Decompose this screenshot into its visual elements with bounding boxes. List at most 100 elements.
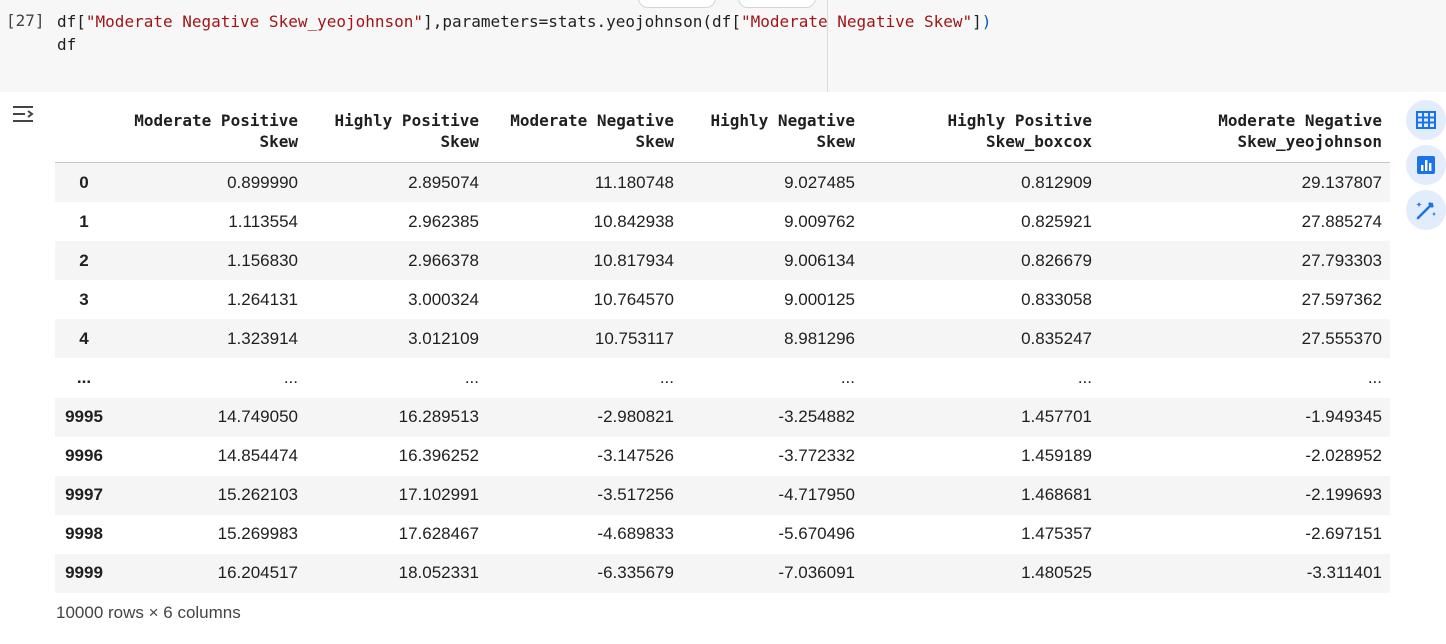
table-cell: 0.812909: [1021, 172, 1092, 192]
code-token: df[: [57, 12, 86, 31]
table-cell: -5.670496: [778, 524, 855, 544]
table-cell: -3.147526: [597, 446, 674, 466]
index-header: [55, 103, 113, 163]
row-index: 1: [79, 211, 89, 231]
table-cell: 1.113554: [228, 211, 298, 231]
table-cell: 2.966378: [408, 250, 479, 270]
table-row: 2 1.156830 2.966378 10.817934 9.006134 0.8266…: [55, 241, 1390, 281]
table-cell: 9.006134: [784, 250, 855, 270]
row-index: 9996: [65, 446, 103, 466]
table-cell: -3.772332: [778, 446, 855, 466]
table-cell: 16.204517: [217, 563, 298, 583]
table-row: 9995 14.749050 16.289513 -2.980821 -3.254882…: [55, 397, 1390, 437]
row-index: ...: [76, 368, 92, 388]
table-cell: ...: [840, 368, 855, 388]
row-index: 9998: [65, 524, 103, 544]
execution-count: [27]: [6, 11, 45, 30]
row-index: 2: [79, 250, 89, 270]
table-row: 9998 15.269983 17.628467 -4.689833 -5.670496…: [55, 514, 1390, 554]
row-index: 9995: [65, 407, 103, 427]
table-row: 3 1.264131 3.000324 10.764570 9.000125 0.8330…: [55, 280, 1390, 320]
column-header[interactable]: Highly Positive Skew: [306, 103, 487, 163]
code-token: ],parameters=stats.yeojohnson(df[: [423, 12, 741, 31]
column-header[interactable]: Moderate Negative Skew: [487, 103, 682, 163]
table-cell: 27.597362: [1301, 289, 1382, 309]
table-cell: 11.180748: [594, 172, 674, 192]
table-cell: 1.459189: [1021, 446, 1092, 466]
table-cell: 1.323914: [227, 328, 298, 348]
table-cell: 15.269983: [217, 524, 298, 544]
output-collapse-icon[interactable]: [10, 102, 38, 126]
table-cell: 18.052331: [398, 563, 479, 583]
table-cell: 17.628467: [398, 524, 479, 544]
table-cell: 16.396252: [398, 446, 479, 466]
table-cell: ...: [464, 368, 479, 388]
column-header[interactable]: Highly Positive Skew_boxcox: [863, 103, 1100, 163]
table-row: 0 0.899990 2.895074 11.180748 9.027485 0.8129…: [55, 162, 1390, 203]
table-cell: 10.817934: [593, 250, 674, 270]
table-cell: 8.981296: [784, 328, 855, 348]
table-row: 4 1.323914 3.012109 10.753117 8.981296 0.8352…: [55, 319, 1390, 359]
table-cell: 1.156830: [227, 250, 298, 270]
code-editor[interactable]: df["Moderate Negative Skew_yeojohnson"],…: [57, 10, 991, 56]
table-icon[interactable]: [1406, 100, 1446, 140]
table-cell: 15.262103: [217, 485, 298, 505]
table-cell: ...: [659, 368, 674, 388]
dataframe-table: Moderate Positive Skew Highly Positive S…: [55, 103, 1390, 594]
table-row: 1 1.113554 2.962385 10.842938 9.009762 0.8259…: [55, 202, 1390, 242]
table-cell: 10.753117: [594, 328, 674, 348]
table-cell: ...: [283, 368, 298, 388]
table-cell: 10.764570: [593, 289, 674, 309]
table-cell: 1.468681: [1021, 485, 1092, 505]
code-line: df: [57, 35, 77, 54]
table-cell: 16.289513: [398, 407, 479, 427]
code-cell[interactable]: [27] df["Moderate Negative Skew_yeojohns…: [0, 0, 1446, 92]
table-cell: 1.475357: [1021, 524, 1092, 544]
dataframe-output: Moderate Positive Skew Highly Positive S…: [55, 103, 1390, 594]
toolbar-tab: [638, 0, 716, 8]
bar-chart-icon[interactable]: [1406, 145, 1446, 185]
magic-pen-icon[interactable]: [1406, 190, 1446, 230]
row-index: 3: [79, 289, 89, 309]
table-cell: -2.028952: [1305, 446, 1382, 466]
row-index: 0: [79, 172, 89, 192]
table-cell: 2.895074: [408, 172, 479, 192]
table-cell: 27.793303: [1301, 250, 1382, 270]
table-cell: -2.199693: [1305, 485, 1382, 505]
table-cell: ...: [1367, 368, 1382, 388]
table-cell: 27.555370: [1301, 328, 1382, 348]
row-index: 9999: [65, 563, 103, 583]
table-cell: -4.717950: [778, 485, 855, 505]
table-row: 9996 14.854474 16.396252 -3.147526 -3.772332…: [55, 436, 1390, 476]
table-cell: 10.842938: [593, 211, 674, 231]
table-cell: -2.697151: [1305, 524, 1382, 544]
table-cell: -4.689833: [597, 524, 674, 544]
column-header[interactable]: Moderate Positive Skew: [113, 103, 306, 163]
column-header[interactable]: Highly Negative Skew: [682, 103, 863, 163]
table-cell: 0.835247: [1021, 328, 1092, 348]
table-cell: 14.749050: [217, 407, 298, 427]
table-row: 9999 16.204517 18.052331 -6.335679 -7.036091…: [55, 553, 1390, 594]
row-index: 4: [79, 328, 89, 348]
table-cell: 0.833058: [1021, 289, 1092, 309]
table-cell: 2.962385: [408, 211, 479, 231]
table-header-row: Moderate Positive Skew Highly Positive S…: [55, 103, 1390, 163]
table-cell: 0.825921: [1021, 211, 1092, 231]
table-cell: 9.009762: [784, 211, 855, 231]
table-cell: 9.000125: [784, 289, 855, 309]
table-footer: 10000 rows × 6 columns: [56, 603, 241, 622]
table-cell: -3.517256: [597, 485, 674, 505]
table-cell: 14.854474: [217, 446, 298, 466]
table-cell: -6.335679: [597, 563, 674, 583]
table-cell: 1.457701: [1021, 407, 1092, 427]
table-cell: 0.826679: [1021, 250, 1092, 270]
table-cell: 3.012109: [408, 328, 479, 348]
table-cell: 1.264131: [227, 289, 298, 309]
column-header[interactable]: Moderate Negative Skew_yeojohnson: [1100, 103, 1390, 163]
code-bracket: ): [981, 12, 992, 31]
table-cell: -7.036091: [778, 563, 855, 583]
table-cell: 27.885274: [1301, 211, 1382, 231]
toolbar-tab: [738, 0, 816, 8]
table-cell: 0.899990: [227, 172, 298, 192]
table-cell: -1.949345: [1305, 407, 1382, 427]
